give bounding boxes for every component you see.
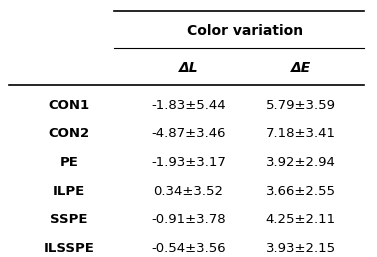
Text: CON2: CON2 [48, 127, 89, 140]
Text: -0.54±3.56: -0.54±3.56 [151, 242, 226, 255]
Text: -4.87±3.46: -4.87±3.46 [151, 127, 226, 140]
Text: CON1: CON1 [48, 98, 89, 112]
Text: -1.93±3.17: -1.93±3.17 [151, 156, 226, 169]
Text: ILPE: ILPE [53, 185, 85, 198]
Text: 0.34±3.52: 0.34±3.52 [153, 185, 224, 198]
Text: 3.66±2.55: 3.66±2.55 [266, 185, 336, 198]
Text: -0.91±3.78: -0.91±3.78 [151, 213, 226, 226]
Text: 3.92±2.94: 3.92±2.94 [266, 156, 336, 169]
Text: 3.93±2.15: 3.93±2.15 [266, 242, 336, 255]
Text: -1.83±5.44: -1.83±5.44 [151, 98, 226, 112]
Text: 7.18±3.41: 7.18±3.41 [266, 127, 336, 140]
Text: ΔE: ΔE [291, 61, 311, 75]
Text: SSPE: SSPE [50, 213, 87, 226]
Text: 4.25±2.11: 4.25±2.11 [266, 213, 336, 226]
Text: 5.79±3.59: 5.79±3.59 [266, 98, 336, 112]
Text: PE: PE [59, 156, 78, 169]
Text: Color variation: Color variation [187, 24, 303, 38]
Text: ΔL: ΔL [179, 61, 198, 75]
Text: ILSSPE: ILSSPE [43, 242, 94, 255]
